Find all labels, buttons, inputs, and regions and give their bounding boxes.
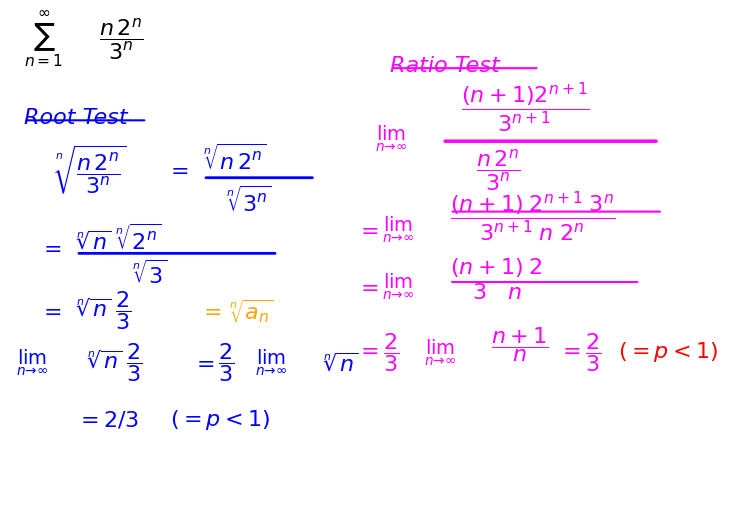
- Text: $\sqrt[n]{n}\;\dfrac{2}{3}$: $\sqrt[n]{n}\;\dfrac{2}{3}$: [76, 289, 132, 332]
- Text: $(=p < 1)$: $(=p < 1)$: [170, 408, 270, 432]
- Text: $=$: $=$: [356, 220, 379, 240]
- Text: Root Test: Root Test: [24, 108, 128, 128]
- Text: $\dfrac{(n+1)2^{n+1}}{3^{n+1}}$: $\dfrac{(n+1)2^{n+1}}{3^{n+1}}$: [461, 80, 590, 135]
- Text: $\dfrac{2}{3}$: $\dfrac{2}{3}$: [218, 341, 234, 385]
- Text: $(=p<1)$: $(=p<1)$: [618, 340, 718, 365]
- Text: $\sqrt[n]{3}$: $\sqrt[n]{3}$: [132, 260, 167, 288]
- Text: $\sqrt[n]{3^n}$: $\sqrt[n]{3^n}$: [226, 186, 272, 216]
- Text: $\sqrt[n]{n}$: $\sqrt[n]{n}$: [322, 351, 358, 375]
- Text: $\dfrac{(n+1)\;2}{3\quad n}$: $\dfrac{(n+1)\;2}{3\quad n}$: [450, 257, 544, 302]
- Text: $\sqrt[n]{\dfrac{n\,2^n}{3^n}}$: $\sqrt[n]{\dfrac{n\,2^n}{3^n}}$: [54, 144, 126, 196]
- Text: $=$: $=$: [39, 238, 62, 258]
- Text: $=$: $=$: [39, 301, 62, 321]
- Text: $\dfrac{(n+1)\;2^{n+1}\;3^n}{3^{n+1}\;n\;2^n}$: $\dfrac{(n+1)\;2^{n+1}\;3^n}{3^{n+1}\;n\…: [450, 189, 616, 244]
- Text: $\dfrac{n\,2^n}{3^n}$: $\dfrac{n\,2^n}{3^n}$: [98, 17, 143, 63]
- Text: $\sqrt[n]{n}\;\sqrt[n]{2^n}$: $\sqrt[n]{n}\;\sqrt[n]{2^n}$: [76, 222, 162, 252]
- Text: $\lim_{n\to\infty}$: $\lim_{n\to\infty}$: [375, 124, 407, 154]
- Text: $=$: $=$: [356, 277, 379, 297]
- Text: $\sqrt[n]{n\,2^n}$: $\sqrt[n]{n\,2^n}$: [203, 145, 267, 175]
- Text: $\lim_{n\to\infty}$: $\lim_{n\to\infty}$: [424, 337, 455, 368]
- Text: $\sum_{n=1}^{\infty}$: $\sum_{n=1}^{\infty}$: [24, 9, 63, 69]
- Text: $=$: $=$: [200, 301, 222, 321]
- Text: $=$: $=$: [192, 353, 214, 373]
- Text: $=\dfrac{2}{3}$: $=\dfrac{2}{3}$: [356, 331, 400, 374]
- Text: $=\dfrac{2}{3}$: $=\dfrac{2}{3}$: [558, 331, 602, 374]
- Text: $\lim_{n\to\infty}$: $\lim_{n\to\infty}$: [256, 348, 287, 378]
- Text: $\lim_{n\to\infty}$: $\lim_{n\to\infty}$: [16, 348, 48, 378]
- Text: $= 2/3$: $= 2/3$: [76, 410, 140, 431]
- Text: $\lim_{n\to\infty}$: $\lim_{n\to\infty}$: [382, 215, 415, 245]
- Text: $\dfrac{n+1}{n}$: $\dfrac{n+1}{n}$: [490, 325, 548, 364]
- Text: $\lim_{n\to\infty}$: $\lim_{n\to\infty}$: [382, 272, 415, 302]
- Text: $=$: $=$: [166, 160, 188, 180]
- Text: $\dfrac{n\,2^n}{3^n}$: $\dfrac{n\,2^n}{3^n}$: [476, 147, 520, 193]
- Text: $\sqrt[n]{a_n}$: $\sqrt[n]{a_n}$: [230, 297, 274, 325]
- Text: Ratio Test: Ratio Test: [390, 56, 500, 76]
- Text: $\sqrt[n]{n}\;\dfrac{2}{3}$: $\sqrt[n]{n}\;\dfrac{2}{3}$: [87, 341, 143, 385]
